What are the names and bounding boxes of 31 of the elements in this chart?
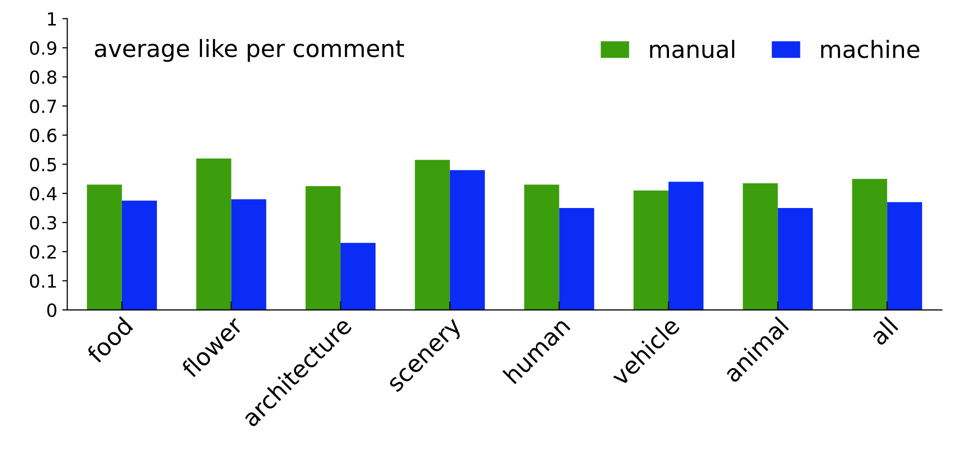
bar	[414, 160, 450, 310]
y-tick-label: 0.6	[30, 128, 56, 142]
x-tick-label: all	[868, 316, 898, 346]
y-tick-label: 0.9	[30, 41, 56, 55]
bar	[524, 184, 560, 310]
bar	[196, 158, 232, 310]
bar	[887, 202, 922, 310]
y-tick-label: 0.5	[30, 158, 56, 172]
bar	[742, 183, 778, 310]
y-tick-label: 0.4	[30, 186, 57, 201]
bar	[778, 208, 813, 310]
bar	[122, 200, 157, 310]
bar	[634, 190, 668, 310]
y-tick-label: 0.1	[30, 274, 56, 288]
y-tick-label: 0.7	[30, 99, 56, 114]
y-tick-label: 0.3	[30, 216, 56, 230]
bar	[852, 178, 888, 310]
bar	[340, 242, 376, 310]
y-tick-label: 1	[48, 12, 56, 26]
y-tick-label: 0	[47, 303, 56, 318]
bar	[450, 170, 485, 310]
legend-label: manual	[650, 40, 734, 58]
legend-label: machine	[821, 40, 920, 58]
text: average like per comment	[94, 39, 404, 62]
bar	[231, 199, 266, 310]
bar	[559, 208, 594, 310]
y-tick-label: 0.2	[30, 245, 56, 259]
bar	[668, 182, 704, 310]
bar	[86, 184, 122, 310]
bar	[306, 186, 341, 310]
y-tick-label: 0.8	[30, 70, 56, 84]
